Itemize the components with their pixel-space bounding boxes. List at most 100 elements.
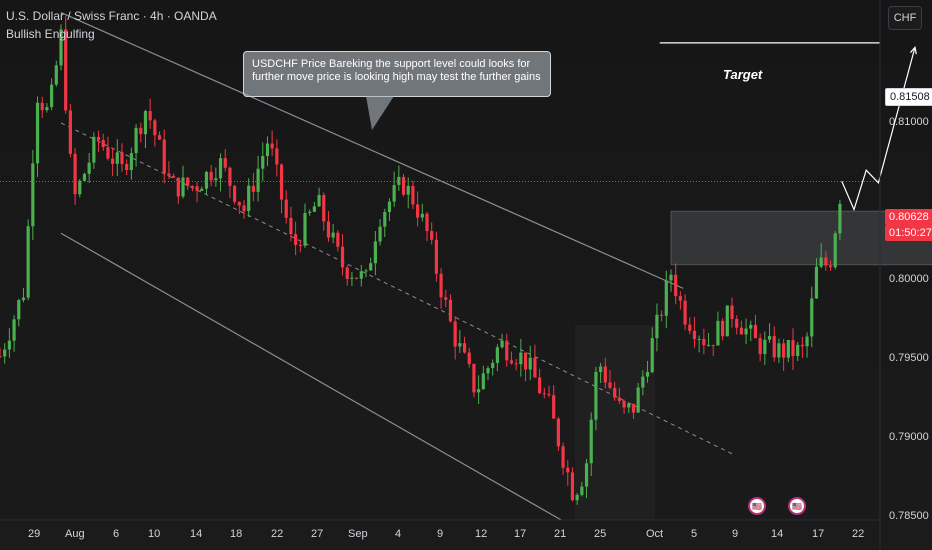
candle-body bbox=[486, 368, 490, 374]
candle-body bbox=[275, 148, 279, 165]
candle-body bbox=[35, 102, 40, 164]
candle-body bbox=[369, 263, 373, 271]
candle-body bbox=[500, 340, 504, 348]
candle-body bbox=[810, 298, 814, 337]
candle-body bbox=[392, 185, 396, 202]
target-price-tag: 0.81508 bbox=[885, 88, 932, 106]
candle-body bbox=[68, 110, 72, 154]
candle-body bbox=[669, 274, 673, 281]
candle-body bbox=[786, 340, 790, 358]
candle-body bbox=[31, 163, 35, 227]
candle-body bbox=[17, 300, 21, 320]
candle-body bbox=[312, 206, 316, 212]
time-tick-label: 17 bbox=[812, 528, 825, 540]
candle-body bbox=[631, 403, 636, 413]
candle-body bbox=[763, 339, 767, 355]
candle-body bbox=[603, 366, 607, 383]
candle-body bbox=[294, 234, 298, 245]
candle-body bbox=[284, 199, 288, 218]
time-tick-label: 6 bbox=[113, 528, 120, 540]
us-flag-event-icon[interactable]: 🇺🇸 bbox=[788, 497, 806, 515]
candle-body bbox=[153, 120, 157, 136]
projection-path[interactable] bbox=[841, 45, 917, 212]
price-lines[interactable] bbox=[0, 42, 880, 183]
candle-body bbox=[411, 185, 415, 205]
candle-body bbox=[678, 296, 682, 301]
candle-body bbox=[148, 111, 152, 121]
candle-body bbox=[50, 84, 54, 108]
candle-body bbox=[706, 344, 711, 346]
candle-body bbox=[580, 486, 584, 495]
time-tick-label: 22 bbox=[852, 528, 865, 540]
candle-body bbox=[519, 352, 523, 365]
candle-body bbox=[833, 233, 837, 268]
candle-body bbox=[96, 136, 101, 140]
candle-body bbox=[64, 29, 68, 111]
candle-body bbox=[472, 364, 476, 393]
time-tick-label: Sep bbox=[348, 528, 368, 540]
us-flag-event-icon[interactable]: 🇺🇸 bbox=[748, 497, 766, 515]
candle-body bbox=[176, 177, 180, 197]
currency-button[interactable]: CHF bbox=[888, 6, 922, 30]
candle-body bbox=[491, 362, 495, 369]
candle-body bbox=[265, 143, 270, 157]
candle-body bbox=[143, 111, 148, 135]
candle-body bbox=[458, 343, 462, 347]
candle-body bbox=[247, 185, 251, 212]
candle-body bbox=[308, 211, 312, 213]
candle-body bbox=[26, 226, 30, 298]
candle-body bbox=[106, 147, 110, 159]
candle-body bbox=[7, 340, 11, 350]
price-tick-label: 0.81000 bbox=[889, 115, 929, 128]
symbol-title[interactable]: U.S. Dollar / Swiss Franc · 4h · OANDA bbox=[6, 9, 217, 23]
time-tick-label: 29 bbox=[28, 528, 41, 540]
candle-body bbox=[237, 201, 241, 206]
candle-body bbox=[824, 257, 828, 266]
candle-body bbox=[270, 143, 274, 149]
time-tick-label: 4 bbox=[395, 528, 402, 540]
indicator-label[interactable]: Bullish Engulfing bbox=[6, 27, 95, 41]
candle-body bbox=[3, 349, 7, 357]
candle-body bbox=[683, 300, 687, 325]
candle-body bbox=[45, 107, 49, 111]
candle-body bbox=[570, 472, 575, 501]
candle-body bbox=[416, 204, 420, 218]
candle-body bbox=[744, 328, 748, 335]
candle-body bbox=[509, 360, 514, 364]
callout-note[interactable]: USDCHF Price Bareking the support level … bbox=[243, 51, 551, 97]
candle-body bbox=[214, 178, 218, 181]
candle-body bbox=[322, 194, 326, 222]
candle-body bbox=[477, 389, 481, 393]
candle-body bbox=[617, 397, 621, 401]
price-tick-label: 0.78500 bbox=[889, 509, 929, 522]
candles bbox=[0, 16, 842, 505]
candle-body bbox=[767, 335, 772, 340]
candle-body bbox=[547, 394, 551, 396]
candle-body bbox=[0, 356, 2, 358]
descending-channel[interactable] bbox=[60, 12, 733, 521]
time-tick-label: 18 bbox=[230, 528, 243, 540]
candle-body bbox=[181, 177, 185, 197]
candle-body bbox=[401, 176, 406, 195]
channel-upper-line bbox=[60, 12, 684, 289]
candle-body bbox=[223, 158, 227, 168]
candle-body bbox=[589, 419, 593, 464]
candle-body bbox=[21, 297, 26, 301]
candle-body bbox=[753, 324, 758, 339]
candle-body bbox=[340, 246, 345, 268]
candle-body bbox=[636, 387, 640, 413]
candle-body bbox=[660, 314, 664, 316]
candle-body bbox=[298, 244, 302, 246]
candle-body bbox=[251, 185, 255, 192]
candle-body bbox=[434, 239, 438, 274]
time-tick-label: 25 bbox=[594, 528, 607, 540]
candle-body bbox=[345, 267, 349, 279]
candle-body bbox=[481, 373, 485, 390]
time-tick-label: 17 bbox=[514, 528, 527, 540]
candle-body bbox=[523, 352, 528, 370]
current-price-tag: 0.80628 bbox=[885, 209, 932, 225]
candle-body bbox=[800, 344, 804, 347]
target-label[interactable]: Target bbox=[723, 67, 763, 82]
candle-body bbox=[331, 232, 335, 238]
candle-body bbox=[782, 343, 786, 358]
